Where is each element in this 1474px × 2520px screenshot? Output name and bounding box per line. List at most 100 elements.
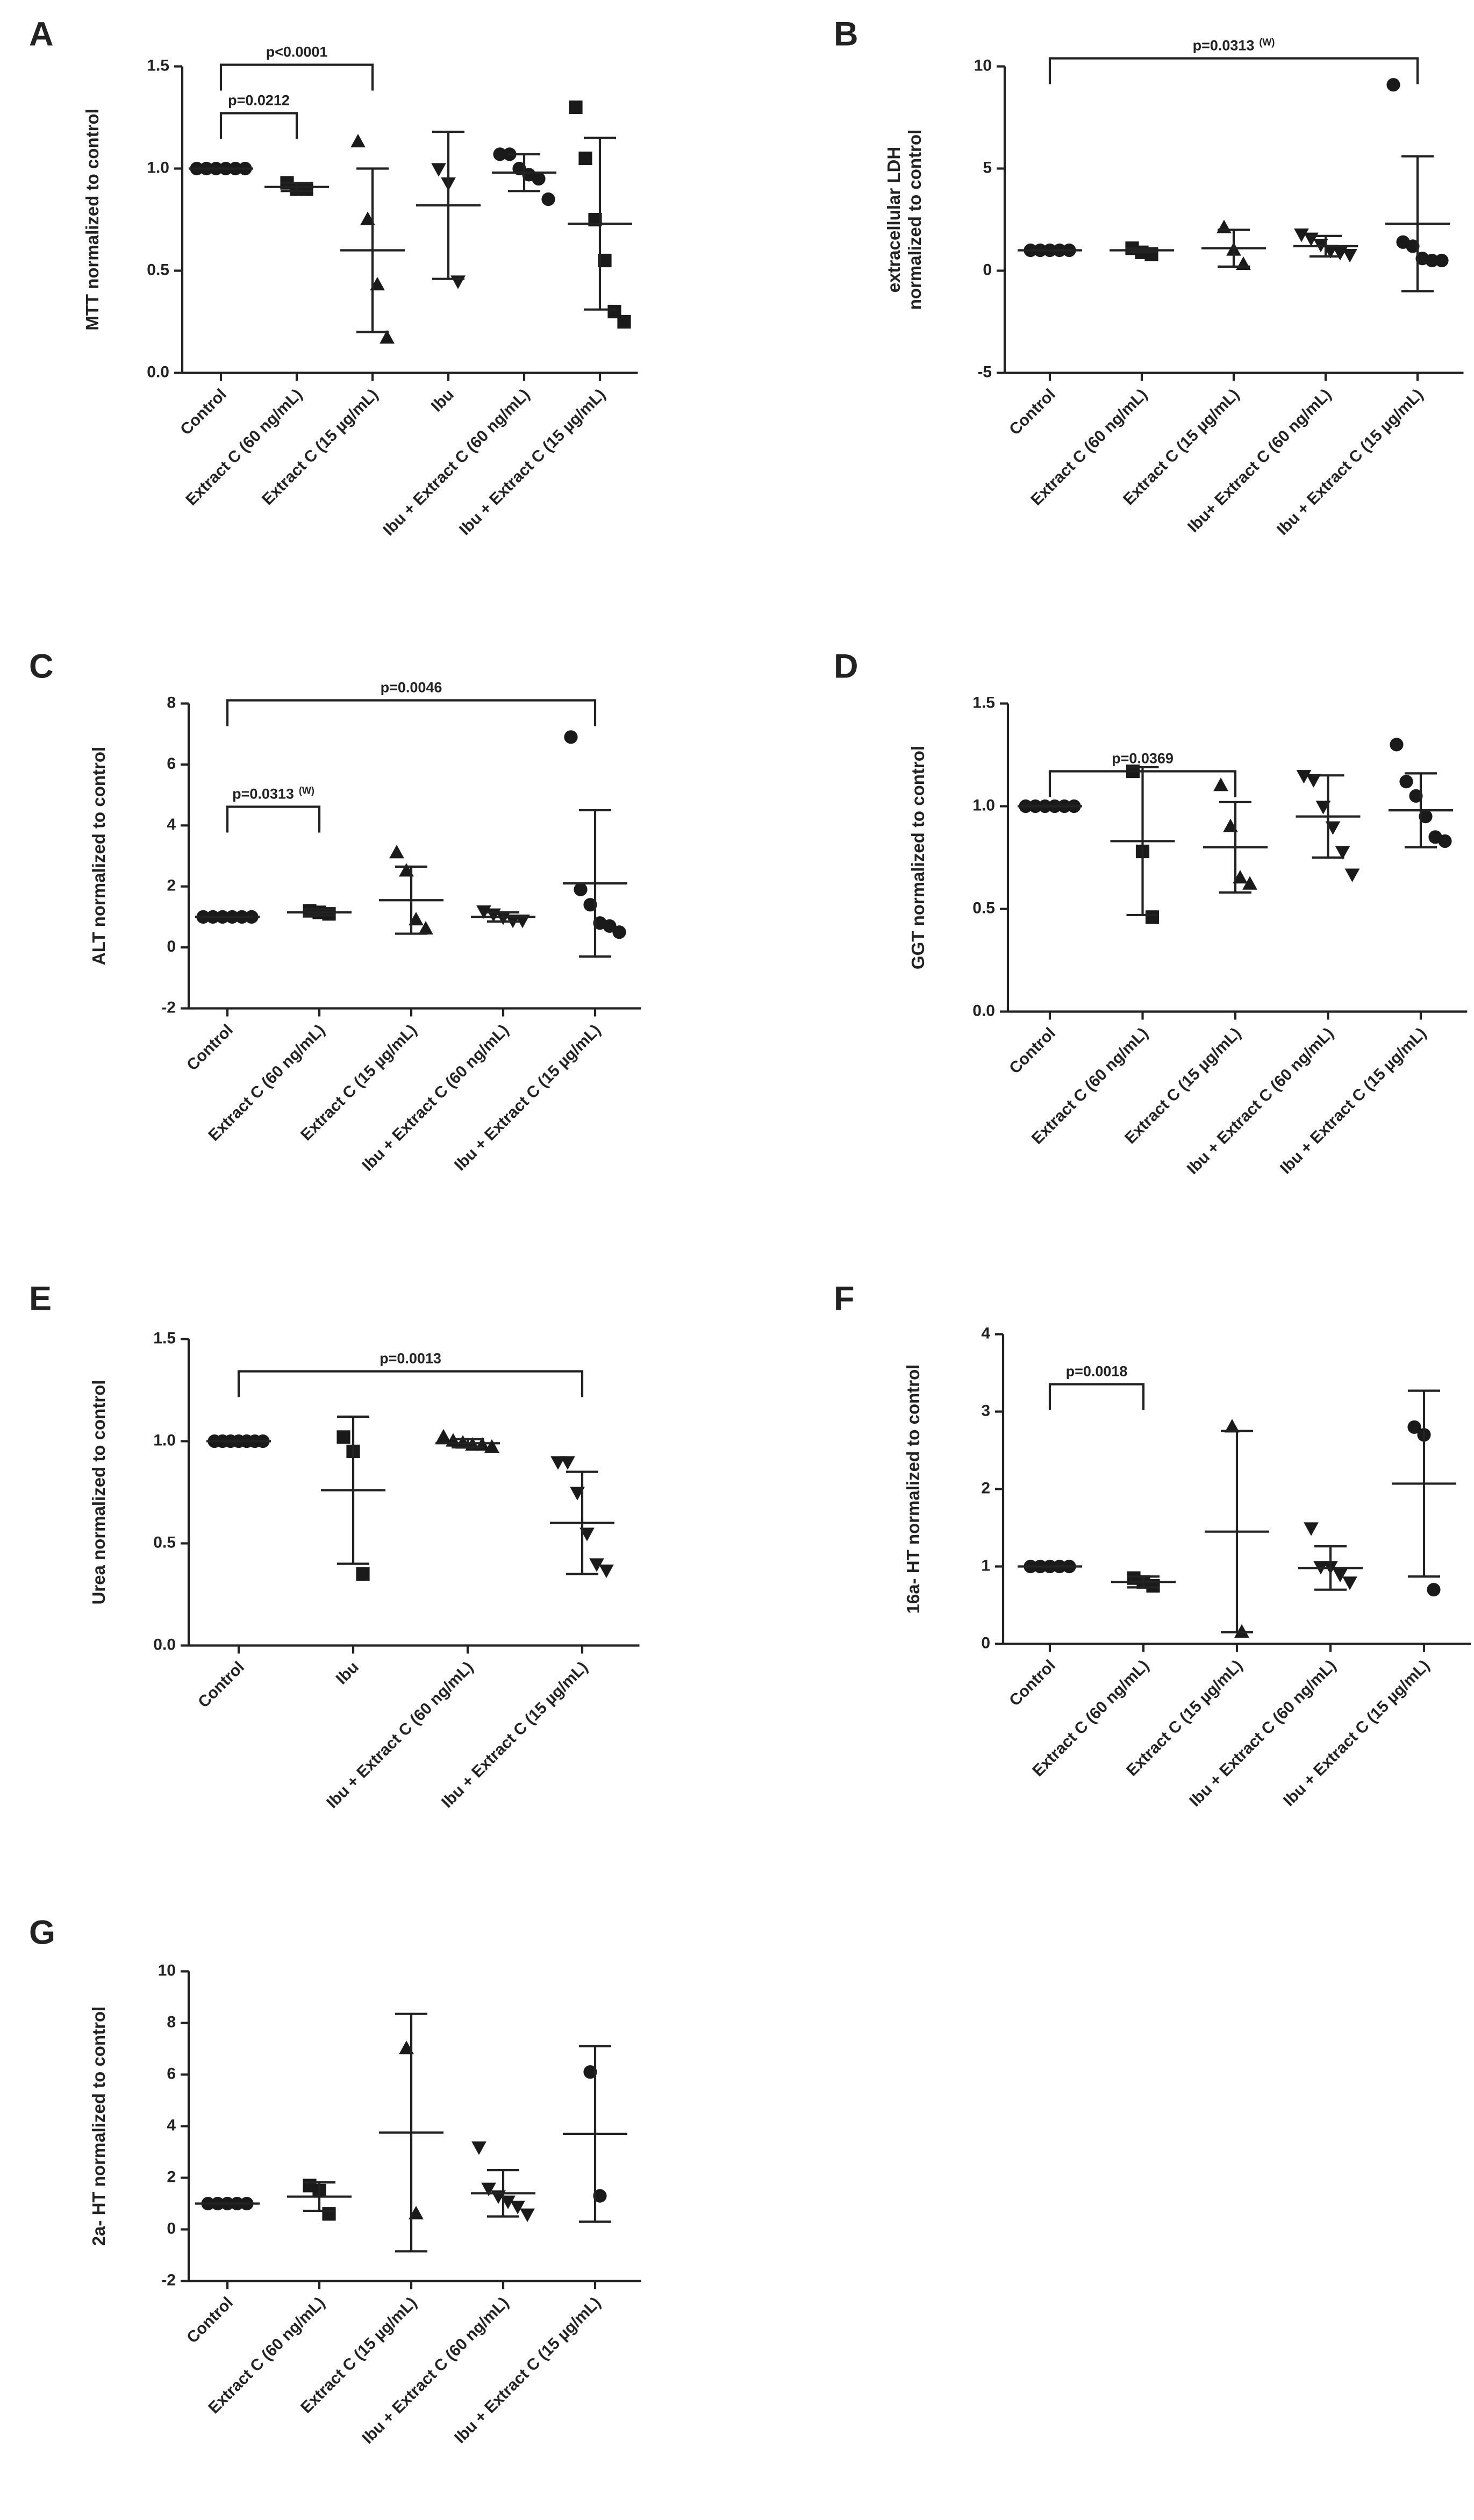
y-tick-label: 10 bbox=[158, 1961, 176, 1979]
panel: D GGT normalized to control 0.0 0.5 1.0 1.5 Co… bbox=[834, 648, 1468, 1178]
point bbox=[1386, 78, 1400, 92]
x-tick-label: Ibu + Extract C (60 ng/mL) bbox=[359, 2294, 512, 2447]
x-tick-label: Control bbox=[195, 1658, 248, 1711]
y-tick-label: 2 bbox=[981, 1479, 990, 1497]
point bbox=[380, 330, 395, 344]
y-tick-label: 1.5 bbox=[147, 56, 169, 74]
y-tick-label: 4 bbox=[167, 816, 176, 833]
x-tick-label: Control bbox=[1006, 386, 1059, 439]
point bbox=[583, 2065, 597, 2079]
y-axis-label: MTT normalized to control bbox=[82, 109, 102, 330]
y-tick-label: 1 bbox=[981, 1557, 990, 1574]
point bbox=[1242, 876, 1257, 890]
significance-bracket bbox=[219, 63, 374, 91]
x-tick-label: Ibu + Extract C (15 µg/mL) bbox=[456, 386, 609, 539]
x-tick-label: Control bbox=[177, 386, 230, 439]
point bbox=[431, 163, 446, 177]
x-tick-label: Control bbox=[183, 1021, 237, 1074]
point bbox=[560, 1456, 575, 1470]
point bbox=[1333, 1568, 1348, 1583]
y-tick-label: 10 bbox=[974, 56, 992, 74]
point bbox=[350, 133, 366, 148]
point bbox=[1409, 789, 1423, 803]
point bbox=[1435, 253, 1449, 268]
y-tick-label: -2 bbox=[161, 998, 176, 1016]
y-tick-label: 8 bbox=[167, 694, 176, 711]
point bbox=[1344, 868, 1360, 882]
x-tick-label: Ibu + Extract C (60 ng/mL) bbox=[1186, 1657, 1340, 1810]
y-tick-label: 1.0 bbox=[147, 159, 169, 176]
significance-bracket bbox=[226, 699, 597, 726]
p-value: p=0.0313 bbox=[1193, 38, 1255, 54]
y-tick-label: -2 bbox=[161, 2271, 176, 2289]
x-tick-label: Control bbox=[1006, 1657, 1059, 1710]
p-value-label: p=0.0013 bbox=[380, 1351, 441, 1367]
panel: E Urea normalized to control 0.0 0.5 1.0 1.5 C… bbox=[29, 1280, 640, 1812]
x-tick-label: Ibu + Extract C (15 µg/mL) bbox=[1277, 1024, 1430, 1177]
point bbox=[1145, 910, 1160, 924]
p-value: p=0.0212 bbox=[228, 92, 290, 109]
y-tick-label: 1.5 bbox=[972, 694, 995, 711]
p-value: p=0.0018 bbox=[1066, 1363, 1128, 1380]
y-tick-label: 0.5 bbox=[147, 261, 169, 279]
point bbox=[1294, 229, 1309, 242]
point bbox=[1213, 777, 1228, 791]
point bbox=[1438, 834, 1452, 848]
y-axis-label: Urea normalized to control bbox=[89, 1380, 109, 1604]
point bbox=[564, 730, 578, 744]
y-tick-label: 0.0 bbox=[147, 363, 169, 381]
point bbox=[1304, 1522, 1319, 1536]
point bbox=[322, 2207, 336, 2221]
y-tick-label: 0.0 bbox=[972, 1002, 995, 1019]
point bbox=[578, 151, 592, 166]
panel: F 16a- HT normalized to control 0 1 2 3 4 Contr… bbox=[834, 1280, 1471, 1810]
y-tick-label: 1.0 bbox=[153, 1431, 176, 1449]
x-tick-label: Ibu + Extract C (15 µg/mL) bbox=[1273, 386, 1427, 539]
panel: A MTT normalized to control 0.0 0.5 1.0 1.5 Co… bbox=[29, 16, 638, 539]
p-value-label: p=0.0046 bbox=[381, 680, 442, 696]
point bbox=[583, 898, 597, 912]
y-tick-label: 0.0 bbox=[153, 1636, 176, 1653]
point bbox=[599, 1564, 614, 1579]
p-value-label: p=0.0212 bbox=[228, 92, 290, 109]
p-value-label: p<0.0001 bbox=[266, 44, 328, 60]
x-tick-label: Ibu + Extract C (60 ng/mL) bbox=[1184, 1024, 1337, 1178]
point bbox=[484, 1439, 499, 1453]
point bbox=[1306, 774, 1321, 788]
panel-letter: D bbox=[834, 648, 858, 686]
point bbox=[356, 1567, 370, 1581]
y-tick-label: 3 bbox=[981, 1402, 990, 1419]
y-axis-label: 16a- HT normalized to control bbox=[903, 1365, 923, 1614]
point bbox=[299, 182, 313, 196]
y-tick-label: 0 bbox=[983, 261, 992, 279]
y-tick-label: 8 bbox=[167, 2013, 176, 2031]
point bbox=[1225, 1419, 1240, 1433]
significance-bracket bbox=[219, 112, 298, 139]
point bbox=[1425, 253, 1439, 268]
panel: C ALT normalized to control -2 0 2 4 6 8 Control… bbox=[29, 648, 641, 1175]
point bbox=[337, 1430, 350, 1444]
point bbox=[1236, 256, 1251, 270]
point bbox=[1342, 249, 1357, 263]
point bbox=[510, 2201, 525, 2215]
y-tick-label: 4 bbox=[981, 1324, 990, 1342]
p-value: p=0.0046 bbox=[381, 680, 442, 696]
p-value-note: (W) bbox=[299, 786, 314, 796]
y-axis-label: GGT normalized to control bbox=[908, 746, 928, 969]
point bbox=[541, 192, 555, 206]
point bbox=[1342, 1576, 1357, 1590]
x-tick-label: Ibu + Extract C (60 ng/mL) bbox=[380, 386, 533, 539]
x-tick-label: Control bbox=[1006, 1024, 1059, 1077]
x-tick-label: Ibu + Extract C (15 µg/mL) bbox=[451, 2294, 604, 2447]
panel: G 2a- HT normalized to control -2 0 2 4 6 8 10 Co… bbox=[29, 1914, 641, 2447]
point bbox=[617, 315, 631, 329]
panel-letter: E bbox=[29, 1280, 52, 1318]
y-tick-label: 6 bbox=[167, 755, 176, 773]
point bbox=[1406, 239, 1420, 253]
point bbox=[1335, 846, 1350, 860]
panel-letter: G bbox=[29, 1914, 55, 1952]
x-tick-label: Ibu + Extract C (15 µg/mL) bbox=[1280, 1657, 1433, 1810]
y-axis-label: normalized to control bbox=[905, 130, 925, 310]
y-axis-label: extracellular LDH bbox=[884, 147, 904, 292]
